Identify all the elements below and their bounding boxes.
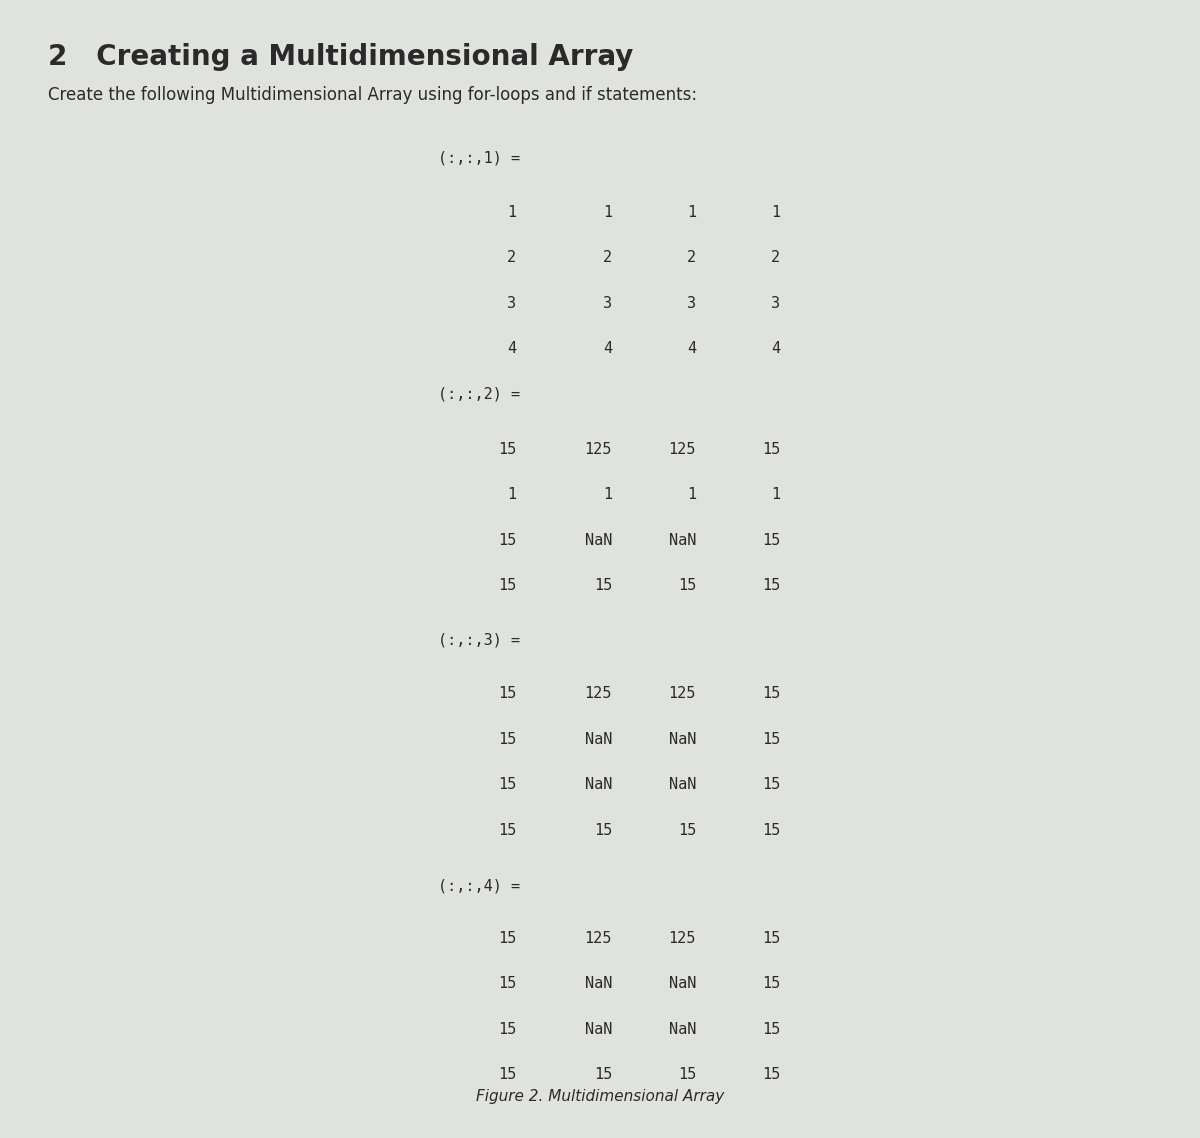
Text: 15: 15 <box>498 533 516 547</box>
Text: 15: 15 <box>498 1067 516 1082</box>
Text: 1: 1 <box>770 205 780 220</box>
Text: 125: 125 <box>584 442 612 456</box>
Text: 4: 4 <box>686 341 696 356</box>
Text: 2: 2 <box>602 250 612 265</box>
Text: 15: 15 <box>762 533 780 547</box>
Text: NaN: NaN <box>668 777 696 792</box>
Text: 2: 2 <box>506 250 516 265</box>
Text: Figure 2. Multidimensional Array: Figure 2. Multidimensional Array <box>476 1089 724 1104</box>
Text: NaN: NaN <box>584 777 612 792</box>
Text: 2: 2 <box>686 250 696 265</box>
Text: 15: 15 <box>594 578 612 593</box>
Text: NaN: NaN <box>584 1022 612 1037</box>
Text: 3: 3 <box>602 296 612 311</box>
Text: 4: 4 <box>770 341 780 356</box>
Text: 15: 15 <box>678 1067 696 1082</box>
Text: 3: 3 <box>770 296 780 311</box>
Text: NaN: NaN <box>584 976 612 991</box>
Text: NaN: NaN <box>668 533 696 547</box>
Text: Create the following Multidimensional Array using for-loops and if statements:: Create the following Multidimensional Ar… <box>48 86 697 105</box>
Text: 15: 15 <box>762 578 780 593</box>
Text: (:,:,1) =: (:,:,1) = <box>438 150 520 165</box>
Text: 15: 15 <box>762 823 780 838</box>
Text: NaN: NaN <box>668 976 696 991</box>
Text: 15: 15 <box>594 1067 612 1082</box>
Text: (:,:,4) =: (:,:,4) = <box>438 879 520 893</box>
Text: 15: 15 <box>762 931 780 946</box>
Text: 2   Creating a Multidimensional Array: 2 Creating a Multidimensional Array <box>48 43 634 72</box>
Text: 3: 3 <box>686 296 696 311</box>
Text: 125: 125 <box>668 931 696 946</box>
Text: 15: 15 <box>498 931 516 946</box>
Text: 15: 15 <box>498 1022 516 1037</box>
Text: NaN: NaN <box>584 533 612 547</box>
Text: (:,:,3) =: (:,:,3) = <box>438 633 520 648</box>
Text: 15: 15 <box>678 823 696 838</box>
Text: 15: 15 <box>762 442 780 456</box>
Text: 15: 15 <box>498 442 516 456</box>
Text: 15: 15 <box>762 686 780 701</box>
Text: 125: 125 <box>584 931 612 946</box>
Text: 2: 2 <box>770 250 780 265</box>
Text: 15: 15 <box>498 686 516 701</box>
Text: 15: 15 <box>594 823 612 838</box>
Text: 15: 15 <box>498 976 516 991</box>
Text: 3: 3 <box>506 296 516 311</box>
Text: 125: 125 <box>668 686 696 701</box>
Text: 125: 125 <box>584 686 612 701</box>
Text: 1: 1 <box>686 205 696 220</box>
Text: 15: 15 <box>762 777 780 792</box>
Text: 15: 15 <box>762 976 780 991</box>
Text: NaN: NaN <box>668 1022 696 1037</box>
Text: 15: 15 <box>498 578 516 593</box>
Text: NaN: NaN <box>584 732 612 747</box>
Text: 1: 1 <box>602 205 612 220</box>
Text: 1: 1 <box>770 487 780 502</box>
Text: 15: 15 <box>762 1022 780 1037</box>
Text: 15: 15 <box>762 732 780 747</box>
Text: 15: 15 <box>678 578 696 593</box>
Text: 15: 15 <box>762 1067 780 1082</box>
Text: 1: 1 <box>602 487 612 502</box>
Text: 1: 1 <box>686 487 696 502</box>
Text: 15: 15 <box>498 732 516 747</box>
Text: 125: 125 <box>668 442 696 456</box>
Text: 15: 15 <box>498 823 516 838</box>
Text: 4: 4 <box>506 341 516 356</box>
Text: 1: 1 <box>506 205 516 220</box>
Text: 1: 1 <box>506 487 516 502</box>
Text: (:,:,2) =: (:,:,2) = <box>438 387 520 402</box>
Text: NaN: NaN <box>668 732 696 747</box>
Text: 4: 4 <box>602 341 612 356</box>
Text: 15: 15 <box>498 777 516 792</box>
